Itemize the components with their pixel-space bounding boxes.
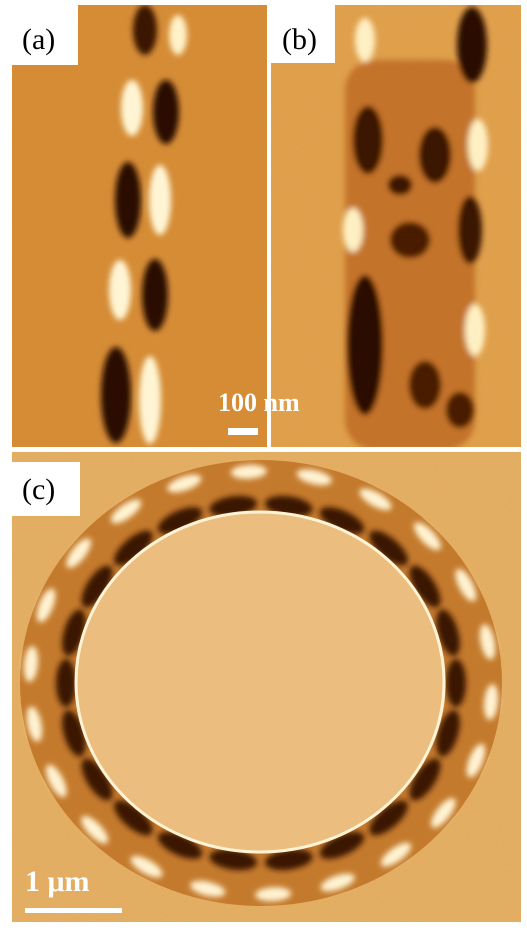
figure: (a) (b) 100 nm (c) xyxy=(0,0,527,928)
domain xyxy=(446,659,466,707)
scale-bar-label: 1 μm xyxy=(25,865,90,898)
domain xyxy=(56,659,76,707)
scale-bar-label: 100 nm xyxy=(218,388,300,417)
panel-a-image xyxy=(12,5,267,447)
page: {"panels": [{"label": "(a)"}, {"label": … xyxy=(0,0,527,928)
panel-c-image xyxy=(12,452,521,922)
panel-label: (c) xyxy=(22,473,55,506)
panel-b-image xyxy=(271,5,521,450)
scale-bar xyxy=(25,908,122,913)
scale-bar xyxy=(228,428,258,435)
panel-label: (b) xyxy=(282,23,317,56)
panel-label: (a) xyxy=(22,23,55,56)
